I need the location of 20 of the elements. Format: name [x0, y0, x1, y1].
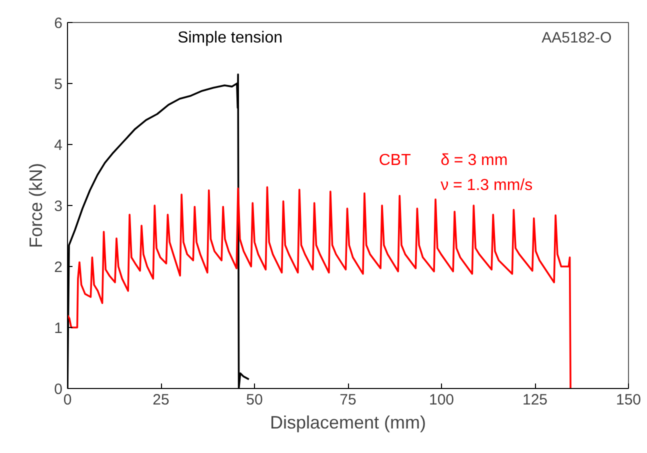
x-tick-label: 75 — [340, 392, 356, 408]
x-tick-label: 125 — [522, 392, 548, 408]
x-tick-label: 50 — [246, 392, 263, 408]
text: AA5182-O — [542, 29, 612, 46]
x-tick-label: 25 — [152, 392, 170, 408]
annotation: ν = 1.3 mm/s — [440, 176, 533, 194]
x-axis-title: Displacement (mm) — [270, 412, 426, 432]
series-label: CBT — [378, 152, 412, 169]
y-tick-label: 5 — [54, 76, 62, 93]
y-axis-title: Force (kN) — [26, 163, 46, 248]
x-tick-label: 150 — [616, 392, 642, 408]
y-tick-label: 1 — [54, 320, 62, 337]
annotation: δ = 3 mm — [440, 152, 508, 169]
y-tick-label: 0 — [54, 381, 62, 398]
y-tick-label: 3 — [54, 198, 62, 215]
y-tick-label: 2 — [54, 259, 62, 276]
y-tick-label: 6 — [54, 15, 62, 32]
text: Simple tension — [178, 29, 283, 46]
x-tick-label: 100 — [428, 392, 454, 408]
y-tick-label: 4 — [54, 137, 62, 154]
